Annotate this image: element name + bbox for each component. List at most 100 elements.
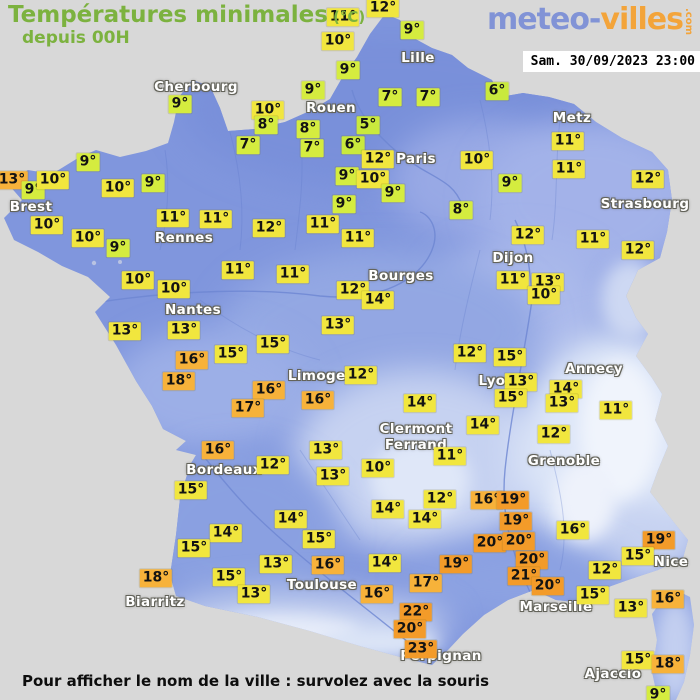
temp-label: 10° xyxy=(361,459,395,477)
temp-label: 8° xyxy=(254,116,278,134)
temp-label: 19° xyxy=(439,555,473,573)
temp-label: 13° xyxy=(545,394,579,412)
temp-label: 13° xyxy=(614,599,648,617)
temp-label: 10° xyxy=(460,151,494,169)
temp-label: 18° xyxy=(139,569,173,587)
temp-label: 10° xyxy=(71,229,105,247)
temp-label: 13° xyxy=(504,373,538,391)
temp-label: 18° xyxy=(162,372,196,390)
temp-label: 12° xyxy=(511,226,545,244)
temp-label: 14° xyxy=(274,510,308,528)
temp-label: 12° xyxy=(621,241,655,259)
temp-label: 9° xyxy=(76,153,100,171)
temp-label: 14° xyxy=(368,554,402,572)
temp-label: 14° xyxy=(403,394,437,412)
temp-label: 19° xyxy=(499,512,533,530)
temp-label: 14° xyxy=(361,291,395,309)
temp-label: 11° xyxy=(326,8,360,26)
temp-label: 15° xyxy=(214,345,248,363)
temp-label: 15° xyxy=(302,530,336,548)
page-subtitle: depuis 00H xyxy=(22,28,130,48)
temp-label: 10° xyxy=(30,216,64,234)
temp-label: 9° xyxy=(381,184,405,202)
temp-label: 7° xyxy=(236,136,260,154)
temp-label: 17° xyxy=(409,574,443,592)
temp-label: 6° xyxy=(485,82,509,100)
temp-label: 7° xyxy=(300,139,324,157)
temp-label: 9° xyxy=(336,61,360,79)
temp-label: 11° xyxy=(576,230,610,248)
temp-label: 15° xyxy=(576,586,610,604)
temp-label: 10° xyxy=(121,271,155,289)
temp-label: 18° xyxy=(651,655,685,673)
temp-label: 19° xyxy=(496,491,530,509)
temp-label: 11° xyxy=(599,401,633,419)
temp-label: 17° xyxy=(231,399,265,417)
temp-label: 20° xyxy=(531,577,565,595)
temp-label: 7° xyxy=(416,88,440,106)
temp-label: 11° xyxy=(156,209,190,227)
temp-label: 13° xyxy=(316,467,350,485)
temp-label: 11° xyxy=(552,160,586,178)
temp-label: 16° xyxy=(201,441,235,459)
temp-label: 15° xyxy=(174,481,208,499)
temp-label: 15° xyxy=(177,539,211,557)
temp-label: 10° xyxy=(36,171,70,189)
temp-label: 8° xyxy=(296,120,320,138)
temp-label: 12° xyxy=(588,561,622,579)
footer-hint: Pour afficher le nom de la ville : survo… xyxy=(22,672,490,690)
temp-label: 20° xyxy=(515,551,549,569)
temp-label: 10° xyxy=(356,170,390,188)
temp-label: 5° xyxy=(356,116,380,134)
temp-label: 12° xyxy=(537,425,571,443)
temp-label: 9° xyxy=(646,686,670,700)
temp-label: 11° xyxy=(276,265,310,283)
temp-label: 12° xyxy=(252,219,286,237)
temp-label: 9° xyxy=(400,21,424,39)
temp-label: 20° xyxy=(393,620,427,638)
temp-label: 9° xyxy=(168,95,192,113)
temp-label: 16° xyxy=(311,556,345,574)
temp-label: 12° xyxy=(344,366,378,384)
temp-label: 14° xyxy=(549,380,583,398)
temp-label: 20° xyxy=(502,532,536,550)
temp-label: 13° xyxy=(0,171,29,189)
temp-label: 9° xyxy=(498,174,522,192)
temp-label: 11° xyxy=(496,271,530,289)
temp-label: 16° xyxy=(651,590,685,608)
temp-label: 11° xyxy=(433,447,467,465)
title-unit: (°C) xyxy=(333,8,366,26)
temp-label: 16° xyxy=(301,391,335,409)
temp-label: 12° xyxy=(423,490,457,508)
temp-label: 13° xyxy=(108,322,142,340)
temp-label: 7° xyxy=(378,88,402,106)
temp-label: 13° xyxy=(309,441,343,459)
temp-label: 16° xyxy=(470,491,504,509)
temp-label: 14° xyxy=(371,500,405,518)
logo-suffix-com: .com xyxy=(683,8,694,36)
temp-label: 9° xyxy=(332,195,356,213)
date-badge: Sam. 30/09/2023 23:00 xyxy=(522,51,700,72)
temp-label: 10° xyxy=(101,179,135,197)
temp-label: 22° xyxy=(399,603,433,621)
temp-label: 14° xyxy=(408,510,442,528)
header: Températures minimales (°C) depuis 00H xyxy=(8,2,365,48)
temp-label: 11° xyxy=(341,229,375,247)
temp-label: 23° xyxy=(404,640,438,658)
temp-label: 9° xyxy=(141,174,165,192)
temp-label: 10° xyxy=(527,286,561,304)
temp-label: 16° xyxy=(175,351,209,369)
temp-label: 9° xyxy=(301,81,325,99)
temp-label: 16° xyxy=(556,521,590,539)
temp-label: 11° xyxy=(221,261,255,279)
temp-label: 12° xyxy=(361,150,395,168)
meteo-villes-logo[interactable]: meteo- villes .com xyxy=(487,2,694,37)
temp-label: 20° xyxy=(473,534,507,552)
temp-label: 15° xyxy=(494,389,528,407)
temp-label: 19° xyxy=(642,531,676,549)
temp-label: 14° xyxy=(466,416,500,434)
temp-label: 11° xyxy=(551,132,585,150)
